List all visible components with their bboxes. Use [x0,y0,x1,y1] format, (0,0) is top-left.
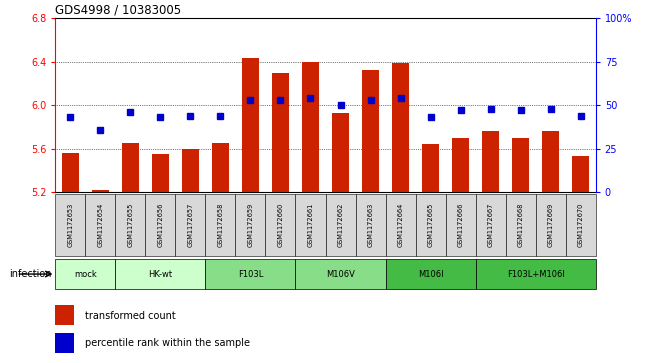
Bar [362,70,379,192]
Bar [145,194,175,256]
Text: GSM1172665: GSM1172665 [428,203,434,247]
Bar [122,143,139,192]
Bar [415,194,445,256]
Text: HK-wt: HK-wt [148,270,173,278]
Text: GSM1172664: GSM1172664 [398,203,404,247]
Text: infection: infection [10,269,52,279]
Bar [482,131,499,192]
Text: GSM1172660: GSM1172660 [277,203,283,247]
Bar [55,259,115,289]
Bar [55,305,74,325]
Bar [385,194,415,256]
Bar [355,194,385,256]
Text: GSM1172653: GSM1172653 [67,203,74,247]
Text: transformed count: transformed count [85,311,176,321]
Bar [266,194,296,256]
Bar [85,194,115,256]
Text: GSM1172654: GSM1172654 [98,203,104,247]
Text: GSM1172662: GSM1172662 [337,203,344,247]
Text: GDS4998 / 10383005: GDS4998 / 10383005 [55,4,182,17]
Text: M106V: M106V [326,270,355,278]
Text: F103L: F103L [238,270,263,278]
Bar [476,259,596,289]
Bar [393,63,409,192]
Bar [62,153,79,192]
Bar [445,194,476,256]
Bar [566,194,596,256]
Bar [302,62,319,192]
Bar [236,194,266,256]
Text: GSM1172668: GSM1172668 [518,203,523,247]
Bar [206,194,236,256]
Bar [92,190,109,192]
Bar [296,194,326,256]
Text: GSM1172661: GSM1172661 [307,203,314,247]
Bar [422,144,439,192]
Bar [272,73,289,192]
Bar [572,156,589,192]
Bar [326,194,355,256]
Text: GSM1172657: GSM1172657 [187,203,193,247]
Bar [152,154,169,192]
Bar [115,259,206,289]
Bar [206,259,296,289]
Bar [536,194,566,256]
Bar [512,138,529,192]
Bar [452,138,469,192]
Text: GSM1172670: GSM1172670 [577,203,584,247]
Text: GSM1172663: GSM1172663 [368,203,374,247]
Bar [506,194,536,256]
Text: GSM1172656: GSM1172656 [158,203,163,247]
Text: GSM1172658: GSM1172658 [217,203,223,247]
Bar [182,149,199,192]
Bar [175,194,206,256]
Bar [542,131,559,192]
Text: M106I: M106I [418,270,443,278]
Text: percentile rank within the sample: percentile rank within the sample [85,338,250,348]
Bar [242,58,258,192]
Text: GSM1172655: GSM1172655 [128,203,133,247]
Text: F103L+M106I: F103L+M106I [506,270,564,278]
Text: GSM1172666: GSM1172666 [458,203,464,247]
Bar [332,113,349,192]
Bar [55,333,74,353]
Bar [55,194,85,256]
Bar [212,143,229,192]
Bar [296,259,385,289]
Text: mock: mock [74,270,97,278]
Text: GSM1172669: GSM1172669 [547,203,553,247]
Text: GSM1172667: GSM1172667 [488,203,493,247]
Bar [476,194,506,256]
Bar [115,194,145,256]
Text: GSM1172659: GSM1172659 [247,203,253,247]
Bar [385,259,476,289]
